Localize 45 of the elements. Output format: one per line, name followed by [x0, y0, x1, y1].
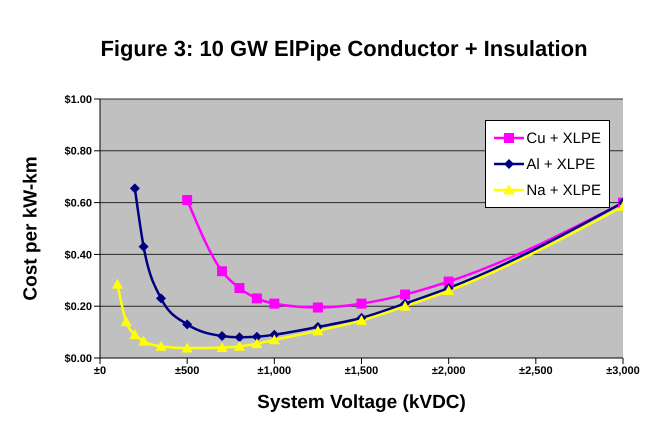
y-tick-label: $1.00: [64, 94, 92, 106]
x-tick-label: ±1,500: [344, 364, 378, 377]
y-tick-label: $0.00: [64, 352, 92, 365]
chart-title: Figure 3: 10 GW ElPipe Conductor + Insulation: [99, 36, 589, 62]
point: [269, 298, 280, 309]
point: [312, 302, 323, 312]
point: [156, 340, 167, 351]
point: [138, 242, 149, 252]
point: [251, 338, 262, 348]
point: [216, 342, 228, 352]
x-tick-label: ±2,500: [519, 364, 553, 377]
y-tick-label: $0.20: [64, 301, 92, 314]
point: [268, 334, 280, 344]
point: [312, 325, 324, 336]
point: [182, 195, 192, 206]
legend-label: Al + XLPE: [526, 156, 596, 172]
point: [234, 283, 244, 294]
point: [234, 332, 244, 342]
point: [182, 342, 193, 353]
point: [356, 298, 366, 309]
point: [217, 330, 228, 341]
point: [130, 183, 140, 194]
x-axis-title: System Voltage (kVDC): [257, 392, 466, 413]
legend-label: Na + XLPE: [526, 182, 601, 198]
point: [252, 332, 262, 342]
point: [156, 293, 166, 304]
y-tick-label: $0.40: [64, 249, 92, 262]
point: [182, 319, 192, 330]
x-tick-label: ±3,000: [606, 364, 640, 377]
x-tick-label: ±1,000: [258, 364, 292, 377]
point: [400, 290, 410, 300]
legend-label: Cu + XLPE: [526, 130, 601, 146]
point: [112, 278, 123, 289]
x-tick-label: ±500: [174, 364, 200, 377]
point: [129, 329, 140, 340]
x-tick-label: ±0: [94, 364, 106, 377]
point: [252, 293, 262, 304]
x-tick-label: ±2,000: [432, 364, 466, 377]
point: [234, 340, 245, 351]
y-tick-label: $0.80: [64, 146, 92, 158]
point: [120, 316, 132, 326]
point: [217, 266, 228, 276]
y-tick-label: $0.60: [64, 198, 92, 210]
y-axis-title: Cost per kW-km: [20, 156, 42, 301]
point: [138, 336, 150, 346]
